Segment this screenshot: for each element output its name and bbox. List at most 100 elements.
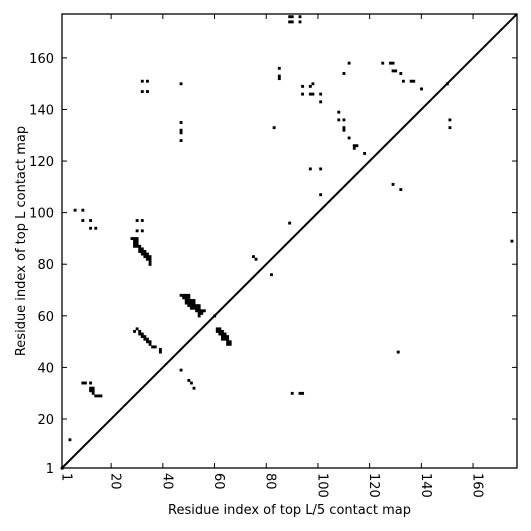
data-point: [412, 79, 416, 83]
y-tick-label: 120: [29, 155, 54, 170]
data-point: [179, 368, 183, 372]
data-point: [138, 247, 142, 251]
data-point: [510, 239, 514, 243]
data-point: [140, 250, 144, 253]
data-point: [89, 389, 93, 393]
data-point: [179, 139, 183, 142]
data-point: [319, 92, 323, 96]
data-point: [179, 121, 183, 124]
data-point: [290, 20, 294, 24]
data-point: [146, 90, 149, 93]
y-tick-label: 140: [29, 103, 54, 118]
data-point: [319, 193, 323, 197]
data-point: [391, 61, 395, 65]
x-axis-ticks: 1 20 40 60 80 100 120 140 160: [59, 14, 485, 498]
data-point: [298, 15, 302, 19]
data-point: [277, 74, 281, 78]
data-point: [182, 296, 186, 300]
data-point: [391, 182, 395, 186]
data-point: [197, 314, 201, 318]
data-point: [143, 335, 147, 339]
data-point: [182, 293, 186, 297]
x-axis-label: Residue index of top L/5 contact map: [168, 503, 411, 518]
data-point: [158, 350, 162, 354]
data-point: [298, 20, 302, 24]
data-point: [140, 79, 144, 83]
data-point: [218, 327, 222, 331]
data-point: [226, 337, 230, 341]
data-point: [133, 242, 136, 246]
data-point: [148, 260, 152, 264]
y-tick-label: 160: [29, 52, 54, 67]
data-point: [146, 340, 149, 344]
data-point: [133, 244, 136, 248]
data-point: [189, 301, 193, 305]
data-point: [192, 306, 196, 310]
data-point: [363, 152, 367, 155]
data-point: [298, 391, 302, 395]
data-point: [228, 340, 232, 344]
x-tick-label: 1: [59, 473, 74, 481]
y-tick-label: 1: [46, 462, 54, 477]
plot-frame: [61, 13, 518, 469]
data-point: [135, 219, 139, 222]
data-point: [146, 79, 149, 83]
data-point: [135, 242, 139, 246]
data-point: [200, 311, 204, 315]
x-tick-label: 140: [418, 473, 433, 498]
data-point: [148, 342, 152, 346]
data-point: [394, 69, 398, 73]
data-point: [148, 262, 152, 266]
y-tick-label: 60: [37, 310, 54, 325]
data-point: [184, 301, 188, 305]
data-point: [140, 219, 144, 222]
data-point: [195, 306, 199, 310]
data-point: [91, 389, 95, 393]
y-tick-label: 40: [37, 361, 54, 376]
data-point: [308, 84, 312, 88]
data-point: [218, 332, 222, 336]
x-tick-label: 40: [159, 473, 174, 490]
data-point: [189, 381, 193, 385]
data-point: [81, 219, 85, 222]
data-point: [352, 146, 356, 150]
data-point: [420, 87, 423, 91]
data-point: [226, 335, 230, 339]
data-point: [342, 126, 346, 130]
x-tick-label: 100: [314, 473, 329, 498]
data-point: [277, 77, 281, 81]
data-point: [342, 72, 346, 75]
data-point: [83, 381, 87, 385]
data-point: [337, 110, 341, 114]
data-point: [184, 293, 188, 297]
data-point: [143, 250, 147, 253]
data-point: [270, 273, 273, 277]
data-point: [140, 332, 144, 336]
data-point: [187, 299, 191, 302]
data-point: [148, 340, 152, 344]
data-point: [192, 386, 196, 390]
x-tick-label: 120: [366, 473, 381, 498]
data-point: [138, 244, 142, 248]
data-point: [148, 255, 152, 259]
data-point: [347, 61, 351, 65]
data-point: [192, 304, 196, 308]
data-point: [226, 340, 230, 344]
data-point: [135, 239, 139, 243]
data-point: [301, 92, 305, 96]
data-point: [381, 61, 385, 65]
data-point: [187, 293, 191, 297]
data-point: [319, 100, 323, 104]
data-point: [396, 350, 400, 354]
diagonal-line: [61, 13, 518, 469]
data-point: [94, 394, 98, 398]
data-point: [138, 332, 142, 336]
data-point: [197, 306, 201, 310]
data-point: [91, 386, 95, 390]
x-tick-label: 80: [263, 473, 278, 490]
data-point: [143, 255, 147, 259]
data-point: [179, 293, 183, 297]
data-point: [192, 299, 196, 302]
data-point: [140, 90, 144, 93]
data-point: [153, 345, 157, 349]
